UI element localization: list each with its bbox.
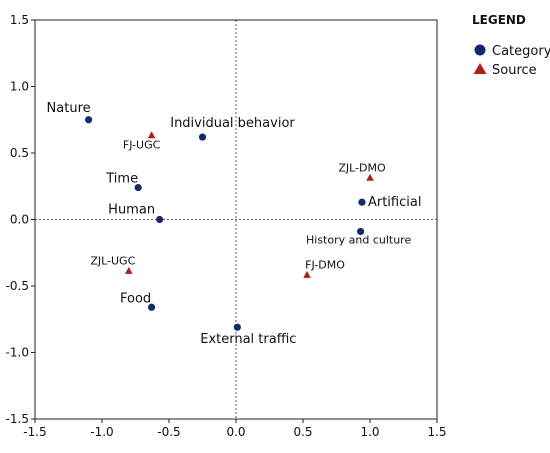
legend-marker-category <box>474 44 486 56</box>
point-zjl-ugc <box>125 266 133 274</box>
legend: LEGEND Category Source <box>472 13 550 78</box>
x-tick-label: 0.5 <box>293 425 312 439</box>
point-human <box>156 215 164 224</box>
point-label-time: Time <box>105 172 138 187</box>
x-tick-label: 0.0 <box>226 425 245 439</box>
y-tick-label: 0.0 <box>10 213 29 227</box>
x-tick-label: -1.5 <box>23 425 46 439</box>
point-label-nature: Nature <box>47 101 91 116</box>
point-food <box>147 303 156 311</box>
point-fj-dmo <box>303 270 311 278</box>
plot-area: -1.5 -1.0 -0.5 0.0 0.5 1.0 1.5 1.5 1.0 0.5 0.0 -0.5… <box>6 13 447 439</box>
point-label-history-and-culture: History and culture <box>306 233 411 246</box>
point-label-fj-dmo: FJ-DMO <box>305 258 345 271</box>
y-tick-label: 0.5 <box>10 146 29 160</box>
point-external-traffic <box>233 323 241 331</box>
point-label-fj-ugc: FJ-UGC <box>123 139 161 152</box>
point-history-and-culture <box>357 227 365 236</box>
y-tick-label: 1.0 <box>10 80 29 94</box>
legend-title: LEGEND <box>472 13 526 27</box>
x-tick-label: 1.0 <box>360 425 379 439</box>
point-label-artificial: Artificial <box>368 195 421 210</box>
legend-marker-source <box>473 63 487 74</box>
point-zjl-dmo <box>366 173 374 181</box>
point-nature <box>85 116 93 124</box>
point-individual-behavior <box>198 133 207 141</box>
point-fj-ugc <box>147 131 156 139</box>
x-tick-label: 1.5 <box>427 425 446 439</box>
point-label-external-traffic: External traffic <box>200 332 296 347</box>
y-tick-label: -1.0 <box>6 346 29 360</box>
point-label-zjl-ugc: ZJL-UGC <box>90 254 135 267</box>
point-label-human: Human <box>108 203 155 218</box>
x-tick-label: -0.5 <box>157 425 180 439</box>
legend-label-source: Source <box>492 63 537 78</box>
point-artificial <box>358 198 366 206</box>
y-tick-label: -1.5 <box>6 412 29 426</box>
x-tick-label: -1.0 <box>90 425 113 439</box>
point-time <box>134 183 142 192</box>
legend-label-category: Category <box>492 44 550 59</box>
point-label-food: Food <box>120 291 151 306</box>
point-label-zjl-dmo: ZJL-DMO <box>338 161 386 174</box>
y-tick-label: -0.5 <box>6 279 29 293</box>
point-label-individual-behavior: Individual behavior <box>170 116 295 131</box>
y-tick-label: 1.5 <box>10 13 29 27</box>
